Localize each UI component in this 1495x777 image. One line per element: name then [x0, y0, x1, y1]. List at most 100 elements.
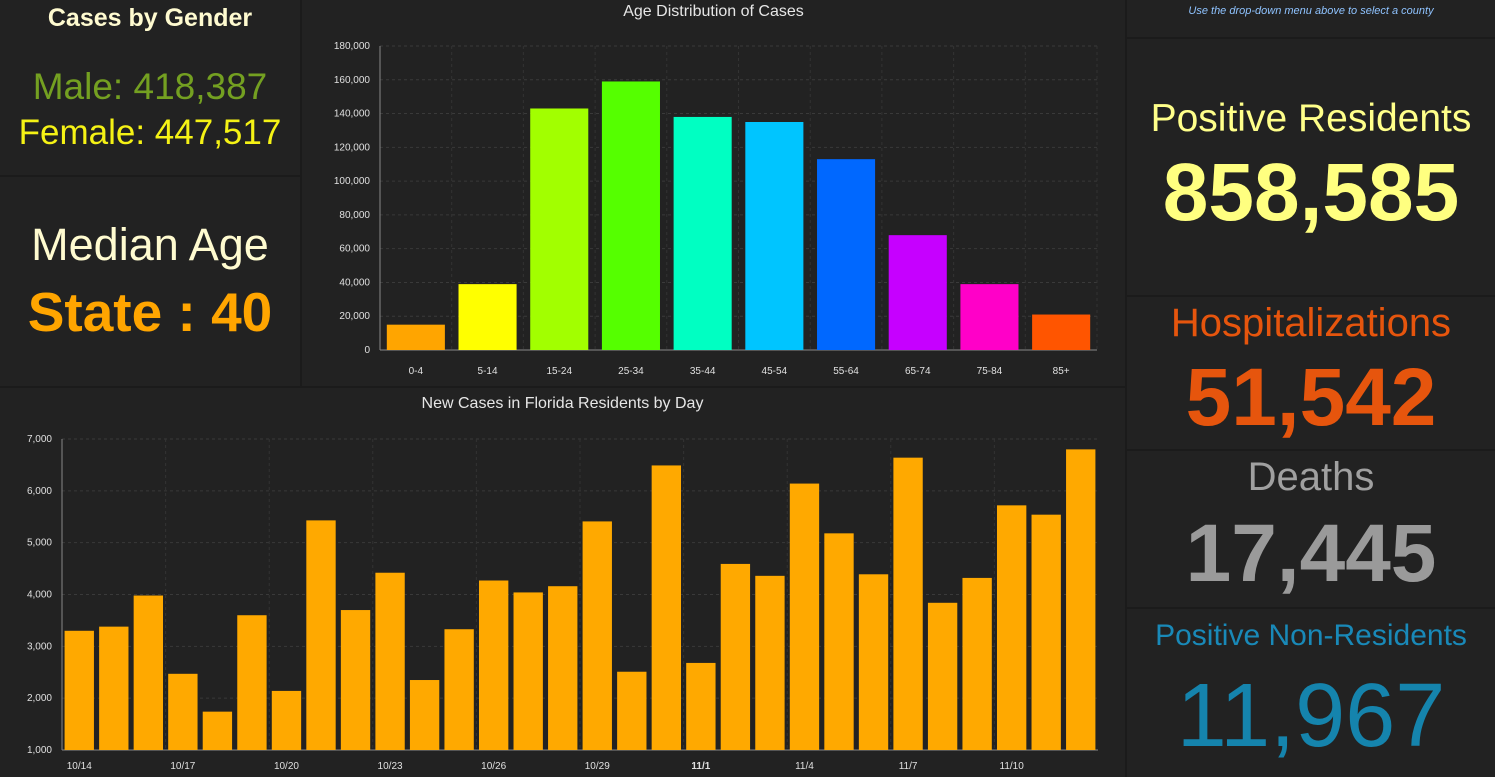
daily-bar	[617, 671, 647, 750]
daily-bar	[99, 626, 129, 750]
age-chart-title: Age Distribution of Cases	[623, 3, 804, 20]
daily-x-tick-label: 11/1	[691, 761, 710, 772]
daily-x-tick-label: 11/10	[1000, 761, 1025, 772]
daily-cases-panel: New Cases in Florida Residents by Day 1,…	[0, 388, 1125, 777]
gender-title: Cases by Gender	[47, 4, 253, 32]
daily-bar	[340, 610, 371, 750]
male-count: Male: 418,387	[32, 66, 268, 107]
daily-chart-title: New Cases in Florida Residents by Day	[421, 395, 704, 412]
age-bar	[817, 159, 876, 350]
age-y-tick-label: 40,000	[339, 277, 370, 288]
daily-bar	[237, 615, 267, 750]
daily-bar	[1066, 449, 1096, 750]
age-y-tick-label: 160,000	[334, 75, 371, 86]
median-age-panel: Median Age State : 40	[0, 177, 300, 386]
daily-bar	[444, 629, 474, 750]
age-y-tick-label: 80,000	[339, 210, 370, 221]
cases-by-gender-panel: Cases by Gender Male: 418,387 Female: 44…	[0, 0, 300, 175]
age-x-tick-label: 25-34	[618, 366, 644, 377]
daily-bar	[755, 575, 785, 750]
age-x-tick-label: 0-4	[409, 366, 424, 377]
daily-cases-chart: 1,000 2,000 3,000 4,000 5,000 6,000 7,000 10/14…	[27, 434, 1098, 772]
age-bar	[386, 324, 445, 350]
daily-bar	[858, 574, 889, 750]
positive-non-residents-label: Positive Non-Residents	[1155, 619, 1467, 652]
daily-bar	[168, 673, 198, 750]
age-distribution-chart: 0 20,000 40,000 60,000 80,000 100,000 120,000 1…	[334, 41, 1098, 377]
hospitalizations-value: 51,542	[1185, 352, 1437, 443]
daily-x-tick-label: 11/4	[795, 761, 814, 772]
daily-y-tick-label: 5,000	[27, 538, 52, 549]
age-distribution-panel: Age Distribution of Cases 0 20,000 40,000 6…	[302, 0, 1125, 386]
daily-bar	[1031, 514, 1061, 750]
daily-bar	[962, 577, 992, 750]
daily-y-tick-label: 3,000	[27, 641, 52, 652]
daily-x-tick-label: 10/14	[67, 761, 92, 772]
age-x-tick-label: 85+	[1053, 366, 1070, 377]
positive-non-residents-value: 11,967	[1176, 666, 1446, 766]
age-x-tick-label: 75-84	[977, 366, 1003, 377]
hospitalizations-panel: Hospitalizations 51,542	[1127, 297, 1495, 449]
daily-x-tick-label: 11/7	[899, 761, 918, 772]
daily-bar	[513, 592, 543, 750]
age-bar	[601, 81, 660, 350]
age-y-tick-label: 20,000	[339, 311, 370, 322]
age-x-tick-label: 55-64	[833, 366, 859, 377]
age-bar	[673, 116, 732, 350]
positive-residents-label: Positive Residents	[1150, 97, 1472, 140]
daily-bar	[927, 602, 958, 750]
age-bar	[458, 284, 517, 350]
age-x-tick-label: 15-24	[546, 366, 572, 377]
daily-x-tick-label: 10/20	[274, 761, 299, 772]
daily-bar	[375, 572, 405, 750]
age-y-tick-label: 120,000	[334, 142, 371, 153]
daily-bar	[996, 505, 1027, 750]
positive-residents-value: 858,585	[1162, 147, 1460, 238]
age-x-tick-label: 65-74	[905, 366, 931, 377]
daily-y-tick-label: 6,000	[27, 486, 52, 497]
daily-x-tick-label: 10/29	[585, 761, 610, 772]
age-bar	[1032, 314, 1091, 350]
daily-bar	[271, 690, 302, 750]
age-x-tick-label: 5-14	[478, 366, 498, 377]
daily-y-tick-label: 7,000	[27, 434, 52, 445]
hospitalizations-label: Hospitalizations	[1170, 301, 1452, 345]
age-x-tick-label: 35-44	[690, 366, 716, 377]
age-y-tick-label: 180,000	[334, 41, 371, 52]
county-hint-text: Use the drop-down menu above to select a…	[1188, 5, 1434, 17]
deaths-panel: Deaths 17,445	[1127, 451, 1495, 607]
positive-residents-panel: Positive Residents 858,585	[1127, 39, 1495, 295]
daily-x-tick-label: 10/23	[378, 761, 403, 772]
daily-y-tick-label: 2,000	[27, 693, 52, 704]
age-x-tick-label: 45-54	[762, 366, 788, 377]
age-bar	[960, 284, 1019, 350]
median-age-value: State : 40	[27, 281, 273, 343]
age-y-tick-label: 60,000	[339, 244, 370, 255]
daily-x-tick-label: 10/26	[481, 761, 506, 772]
daily-bar	[789, 483, 820, 750]
median-age-title: Median Age	[31, 219, 269, 270]
positive-non-residents-panel: Positive Non-Residents 11,967	[1127, 609, 1495, 777]
daily-y-tick-label: 1,000	[27, 745, 52, 756]
age-y-tick-label: 0	[364, 345, 370, 356]
daily-bar	[893, 457, 923, 750]
deaths-label: Deaths	[1247, 455, 1375, 499]
daily-bar	[582, 521, 612, 750]
deaths-value: 17,445	[1185, 508, 1437, 599]
daily-y-tick-label: 4,000	[27, 590, 52, 601]
daily-bar	[686, 662, 716, 750]
daily-bar	[651, 465, 682, 750]
daily-x-tick-label: 10/17	[170, 761, 195, 772]
daily-bar	[720, 563, 751, 750]
daily-bar	[64, 630, 94, 750]
daily-bar	[548, 586, 578, 750]
daily-bar	[409, 680, 440, 750]
daily-bar	[824, 533, 854, 750]
daily-bar	[133, 595, 164, 750]
age-bar	[745, 122, 804, 350]
age-y-tick-label: 140,000	[334, 109, 371, 120]
age-bar	[888, 235, 947, 350]
female-count: Female: 447,517	[18, 113, 282, 152]
age-bar	[530, 108, 589, 350]
daily-bar	[202, 711, 233, 750]
